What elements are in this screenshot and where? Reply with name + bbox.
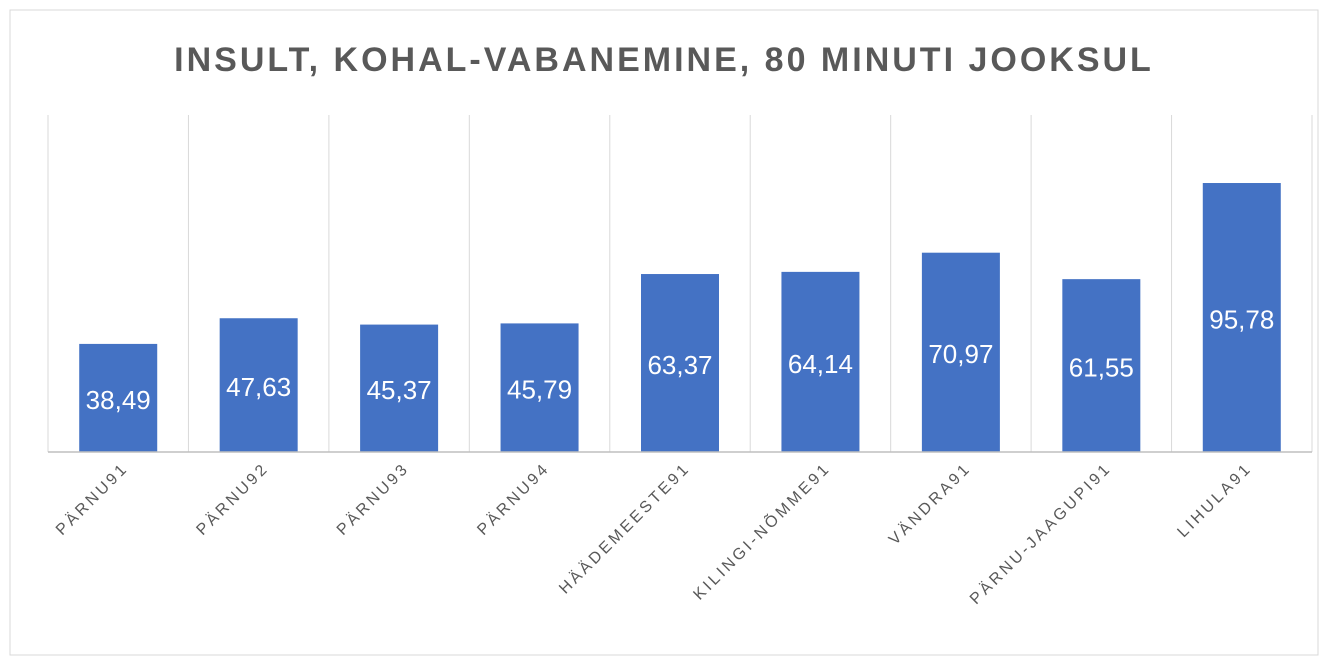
chart-title: INSULT, KOHAL-VABANEMINE, 80 MINUTI JOOK… <box>174 41 1154 79</box>
bar <box>219 318 298 452</box>
data-label: 61,55 <box>1069 352 1134 382</box>
data-label: 95,78 <box>1209 304 1274 334</box>
bar <box>1202 183 1281 453</box>
data-label: 38,49 <box>86 385 151 415</box>
bar <box>360 324 439 452</box>
bar <box>641 274 719 452</box>
data-label: 70,97 <box>928 339 993 369</box>
bar <box>500 323 579 452</box>
data-label: 45,79 <box>507 375 572 405</box>
data-label: 47,63 <box>226 372 291 402</box>
bar <box>781 271 860 452</box>
bar <box>79 343 158 452</box>
bar <box>1062 279 1141 452</box>
data-label: 45,37 <box>367 375 432 405</box>
data-label: 63,37 <box>647 350 712 380</box>
data-label: 64,14 <box>788 349 853 379</box>
bar <box>921 252 1000 452</box>
